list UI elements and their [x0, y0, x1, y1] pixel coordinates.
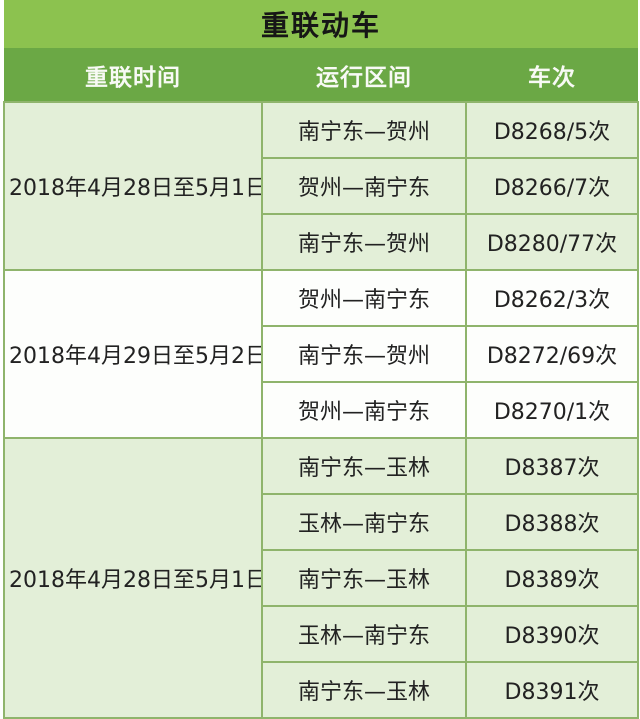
route-cell: 南宁东—贺州	[261, 213, 467, 271]
table-row: 南宁东—玉林 D8389次	[4, 549, 639, 607]
table-row: 贺州—南宁东 D8266/7次	[4, 157, 639, 215]
table-row: 2018年4月28日至5月1日 南宁东—玉林 D8387次	[3, 437, 639, 719]
column-header-train: 车次	[466, 48, 638, 102]
table-row: 南宁东—贺州 D8272/69次	[4, 325, 639, 383]
table-row: 2018年4月28日至5月1日 南宁东—贺州 D8268/5次	[3, 101, 639, 271]
route-cell: 南宁东—玉林	[261, 549, 467, 607]
table-title: 重联动车	[4, 0, 638, 48]
train-number-cell: D8272/69次	[465, 325, 639, 383]
route-cell: 南宁东—玉林	[261, 661, 467, 719]
route-cell: 贺州—南宁东	[261, 269, 467, 327]
train-number-cell: D8391次	[465, 661, 639, 719]
route-cell: 南宁东—贺州	[261, 325, 467, 383]
train-number-cell: D8387次	[465, 437, 639, 495]
train-number-cell: D8268/5次	[465, 101, 639, 159]
table-row: 南宁东—贺州 D8280/77次	[4, 213, 639, 271]
route-cell: 贺州—南宁东	[261, 381, 467, 439]
column-header-route: 运行区间	[262, 48, 466, 102]
train-number-cell: D8270/1次	[465, 381, 639, 439]
train-number-cell: D8266/7次	[465, 157, 639, 215]
train-number-cell: D8280/77次	[465, 213, 639, 271]
route-cell: 玉林—南宁东	[261, 493, 467, 551]
period-cell: 2018年4月28日至5月1日	[3, 101, 263, 271]
title-row: 重联动车	[4, 0, 638, 48]
header-row: 重联时间 运行区间 车次	[4, 48, 638, 102]
train-number-cell: D8262/3次	[465, 269, 639, 327]
table-row: 2018年4月29日至5月2日 贺州—南宁东 D8262/3次	[3, 269, 639, 439]
coupled-train-table: 重联动车 重联时间 运行区间 车次 2018年4月28日至5月1日 南宁东—贺州 D82…	[3, 0, 639, 719]
page: 重联动车 重联时间 运行区间 车次 2018年4月28日至5月1日 南宁东—贺州 D82…	[3, 0, 639, 719]
table-row: 玉林—南宁东 D8390次	[4, 605, 639, 663]
train-number-cell: D8388次	[465, 493, 639, 551]
column-header-time: 重联时间	[4, 48, 262, 102]
period-cell: 2018年4月28日至5月1日	[3, 437, 263, 719]
route-cell: 贺州—南宁东	[261, 157, 467, 215]
route-cell: 南宁东—玉林	[261, 437, 467, 495]
period-cell: 2018年4月29日至5月2日	[3, 269, 263, 439]
train-number-cell: D8389次	[465, 549, 639, 607]
train-number-cell: D8390次	[465, 605, 639, 663]
table-row: 贺州—南宁东 D8270/1次	[4, 381, 639, 439]
route-cell: 南宁东—贺州	[261, 101, 467, 159]
table-row: 玉林—南宁东 D8388次	[4, 493, 639, 551]
route-cell: 玉林—南宁东	[261, 605, 467, 663]
